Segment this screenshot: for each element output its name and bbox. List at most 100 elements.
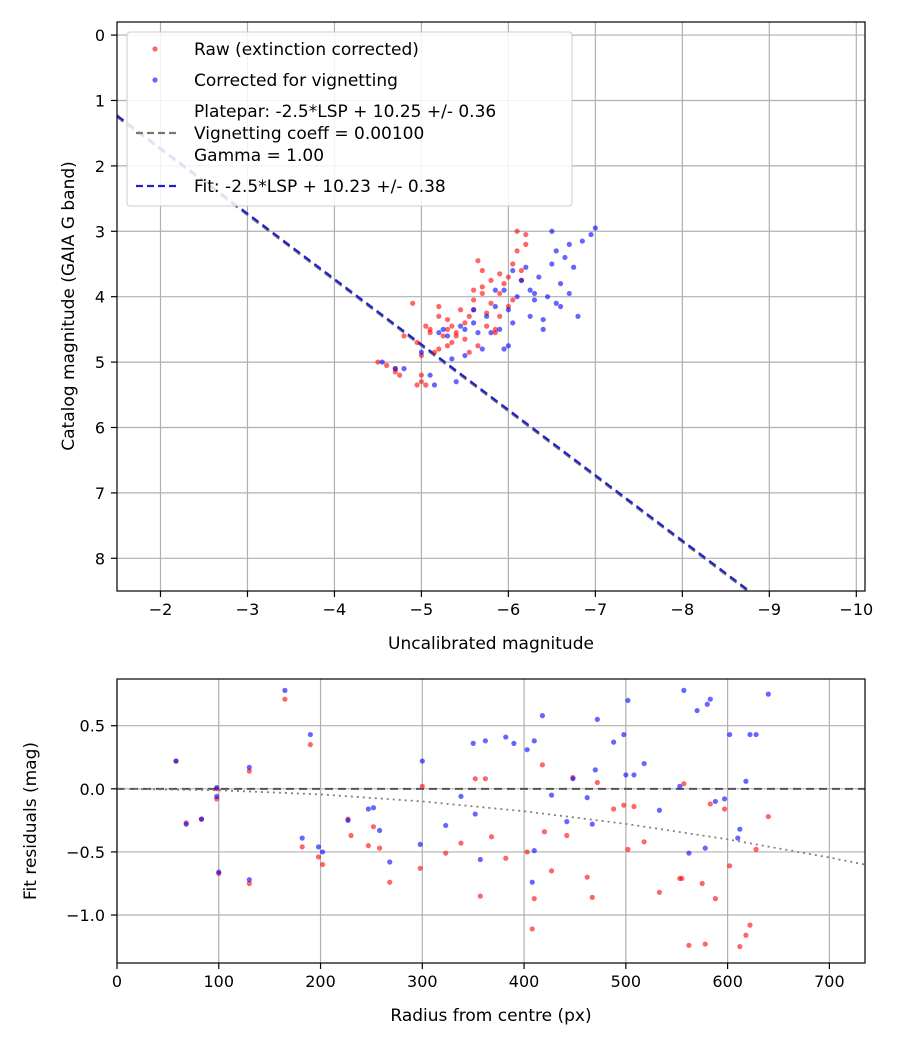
top-data-point: [466, 349, 472, 355]
bottom-data-point: [472, 811, 478, 817]
bottom-data-point: [735, 835, 741, 841]
legend-platepar-label-line-1: Platepar: -2.5*LSP + 10.25 +/- 0.36: [194, 102, 496, 122]
top-x-ticks: −2 −3 −4 −5 −6 −7 −8 −9 −10: [149, 591, 873, 619]
top-data-point: [423, 323, 429, 329]
bottom-data-point: [539, 762, 545, 768]
bottom-data-point: [477, 893, 483, 899]
bottom-y-tick-label: −1.0: [66, 906, 105, 925]
top-data-point: [423, 382, 429, 388]
top-data-point: [479, 284, 485, 290]
bottom-series-corrected: [173, 687, 771, 885]
bottom-data-point: [282, 687, 288, 693]
bottom-data-point: [246, 880, 252, 887]
top-x-tick-label: −8: [671, 600, 695, 619]
bottom-data-point: [511, 740, 517, 746]
bottom-x-tick-label: 500: [611, 972, 642, 991]
bottom-panel: 0 100 200 300 400 500 600 700 0.5 0.0 −0.5 −1.0 Ra…: [21, 678, 866, 1026]
top-data-point: [501, 281, 507, 287]
top-data-point: [449, 339, 455, 346]
bottom-data-point: [584, 874, 590, 880]
top-data-point: [436, 303, 442, 310]
top-data-point: [553, 300, 559, 306]
bottom-data-point: [246, 768, 252, 774]
top-data-point: [540, 326, 546, 332]
top-data-point: [449, 323, 455, 329]
bottom-x-tick-label: 600: [712, 972, 743, 991]
bottom-data-point: [477, 856, 483, 863]
bottom-data-point: [679, 875, 685, 882]
top-data-point: [497, 326, 503, 332]
bottom-data-point: [712, 896, 719, 902]
top-x-tick-label: −9: [758, 600, 782, 619]
bottom-x-tick-label: 700: [814, 972, 845, 991]
top-data-point: [523, 231, 529, 238]
top-data-point: [414, 382, 420, 388]
top-x-tick-label: −3: [236, 600, 260, 619]
top-y-tick-label: 1: [95, 91, 105, 110]
bottom-scatter-points: [173, 687, 771, 950]
bottom-data-point: [370, 805, 377, 811]
bottom-data-point: [681, 687, 687, 693]
top-y-tick-label: 2: [95, 157, 105, 176]
bottom-data-point: [541, 829, 548, 835]
top-axes-frame: [116, 21, 866, 592]
bottom-y-tick-label: −0.5: [66, 843, 105, 862]
top-scatter-points: [375, 225, 598, 388]
top-data-point: [475, 258, 481, 264]
legend: Raw (extinction corrected) Corrected for…: [126, 31, 573, 207]
bottom-data-point: [315, 854, 322, 860]
bottom-x-tick-label: 200: [305, 972, 336, 991]
bottom-data-point: [765, 813, 771, 820]
bottom-data-point: [747, 922, 753, 928]
bottom-data-point: [472, 776, 478, 782]
bottom-data-point: [702, 941, 708, 947]
top-data-point: [418, 372, 425, 378]
bottom-data-point: [183, 821, 189, 827]
top-data-point: [501, 287, 507, 293]
top-series-corrected: [379, 225, 598, 388]
top-data-point: [453, 379, 459, 385]
top-y-tick-label: 8: [95, 549, 105, 568]
bottom-series-raw: [173, 696, 771, 950]
bottom-data-point: [503, 855, 509, 861]
top-y-tick-label: 5: [95, 353, 105, 372]
bottom-data-point: [641, 760, 647, 767]
top-data-point: [523, 241, 529, 247]
bottom-reference-lines: [117, 787, 865, 866]
bottom-data-point: [621, 802, 627, 808]
bottom-data-point: [737, 826, 743, 832]
top-data-point: [579, 238, 585, 244]
bottom-data-point: [721, 806, 728, 812]
top-data-point: [488, 300, 494, 306]
top-data-point: [444, 316, 451, 323]
top-data-point: [514, 248, 520, 254]
bottom-data-point: [458, 793, 464, 799]
top-data-point: [544, 294, 551, 300]
top-panel: −2 −3 −4 −5 −6 −7 −8 −9 −10 0 1 2 3 4 5 6 7 8 Uncalibrat…: [59, 21, 873, 654]
bottom-x-axis-label: Radius from centre (px): [390, 1006, 591, 1026]
top-y-ticks: 0 1 2 3 4 5 6 7 8: [95, 26, 117, 568]
top-data-point: [531, 290, 538, 297]
top-data-point: [510, 261, 516, 267]
top-data-point: [462, 336, 468, 342]
top-data-point: [501, 346, 507, 352]
top-data-point: [505, 343, 511, 349]
top-data-point: [444, 326, 451, 332]
bottom-data-point: [531, 896, 537, 902]
top-data-point: [414, 339, 420, 346]
top-data-point: [557, 303, 564, 310]
top-y-tick-label: 6: [95, 418, 105, 437]
legend-fit-label: Fit: -2.5*LSP + 10.23 +/- 0.38: [194, 177, 446, 197]
bottom-data-point: [707, 696, 713, 702]
top-data-point: [462, 326, 468, 332]
bottom-data-point: [307, 742, 313, 748]
top-data-point: [462, 352, 468, 359]
bottom-data-point: [173, 758, 179, 764]
top-data-point: [379, 359, 385, 365]
top-data-point: [401, 366, 407, 372]
bottom-x-tick-label: 400: [509, 972, 540, 991]
bottom-y-tick-label: 0.0: [80, 780, 105, 799]
top-data-point: [549, 261, 555, 267]
top-data-point: [397, 372, 403, 378]
